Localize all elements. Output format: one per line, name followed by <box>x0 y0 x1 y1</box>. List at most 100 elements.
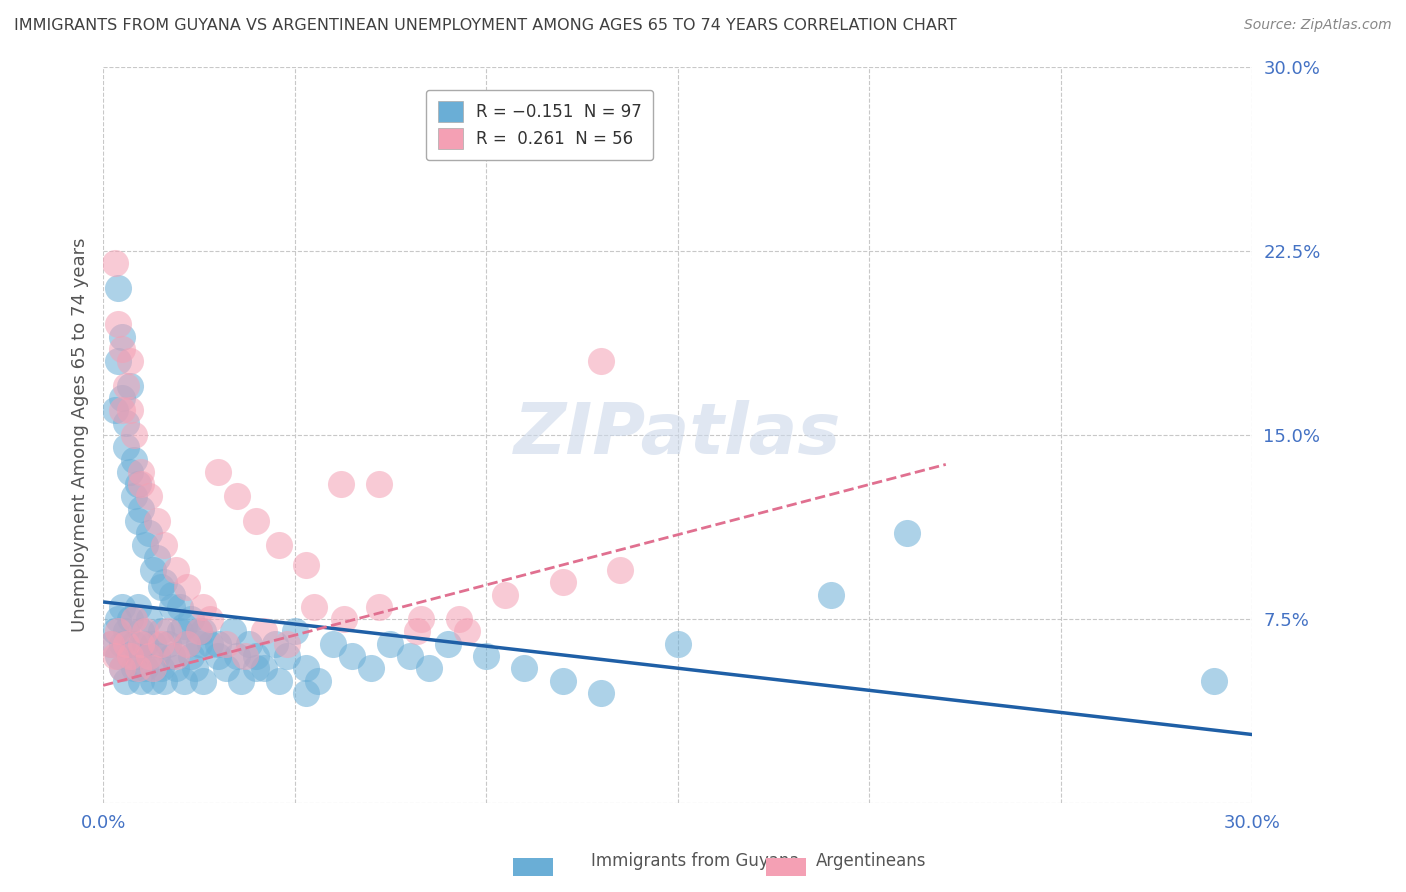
Point <box>111 403 134 417</box>
Point <box>215 637 238 651</box>
Point <box>122 612 145 626</box>
Point <box>245 648 267 663</box>
Point <box>145 550 167 565</box>
Point <box>145 514 167 528</box>
Point <box>449 612 471 626</box>
Point <box>551 575 574 590</box>
Point <box>111 599 134 614</box>
Point <box>276 648 298 663</box>
Point <box>131 465 153 479</box>
Point <box>100 637 122 651</box>
Point <box>122 489 145 503</box>
Point <box>406 624 429 639</box>
Point <box>284 624 307 639</box>
Point <box>138 648 160 663</box>
Point <box>418 661 440 675</box>
Point <box>191 673 214 688</box>
Point <box>307 673 329 688</box>
Point <box>340 648 363 663</box>
Point <box>200 612 222 626</box>
Point <box>127 514 149 528</box>
Point <box>229 673 252 688</box>
Point <box>187 637 209 651</box>
Point <box>253 624 276 639</box>
Point <box>153 575 176 590</box>
Point <box>233 648 256 663</box>
Point <box>107 354 129 368</box>
Point <box>191 599 214 614</box>
Point <box>295 558 318 573</box>
Text: Source: ZipAtlas.com: Source: ZipAtlas.com <box>1244 18 1392 32</box>
Point <box>176 580 198 594</box>
Point <box>169 624 191 639</box>
Point <box>820 588 842 602</box>
Point <box>896 526 918 541</box>
Point <box>111 637 134 651</box>
Point <box>245 514 267 528</box>
Point <box>111 391 134 405</box>
Point <box>380 637 402 651</box>
Point <box>437 637 460 651</box>
Point <box>187 624 209 639</box>
Point <box>238 637 260 651</box>
Point <box>176 637 198 651</box>
Point <box>165 661 187 675</box>
Point <box>118 648 141 663</box>
Point <box>118 648 141 663</box>
Point <box>180 648 202 663</box>
Point <box>115 673 138 688</box>
Point <box>153 538 176 552</box>
Point <box>131 501 153 516</box>
Point <box>173 619 195 633</box>
Point <box>115 416 138 430</box>
Point <box>104 256 127 270</box>
Point <box>591 354 613 368</box>
Point <box>222 624 245 639</box>
Point <box>207 648 229 663</box>
Point <box>226 648 249 663</box>
Point <box>104 648 127 663</box>
Point <box>269 538 291 552</box>
Point <box>122 452 145 467</box>
Point <box>245 661 267 675</box>
Point <box>226 489 249 503</box>
Point <box>138 489 160 503</box>
Point <box>360 661 382 675</box>
Point <box>367 599 389 614</box>
Point <box>333 612 356 626</box>
Point <box>160 588 183 602</box>
Point <box>367 477 389 491</box>
Text: Immigrants from Guyana: Immigrants from Guyana <box>591 852 799 870</box>
Point <box>475 648 498 663</box>
Point <box>264 637 287 651</box>
Point <box>111 661 134 675</box>
Point <box>107 318 129 332</box>
Point <box>322 637 344 651</box>
Point <box>398 648 420 663</box>
Point <box>115 379 138 393</box>
Text: Argentineans: Argentineans <box>815 852 927 870</box>
Point <box>187 624 209 639</box>
Point <box>165 563 187 577</box>
Point <box>207 637 229 651</box>
Point <box>215 661 238 675</box>
Point <box>157 624 180 639</box>
Point <box>153 673 176 688</box>
Point <box>149 661 172 675</box>
Point <box>165 648 187 663</box>
Point <box>160 648 183 663</box>
Point <box>131 637 153 651</box>
Text: ZIPatlas: ZIPatlas <box>515 401 841 469</box>
Point <box>131 624 153 639</box>
Point <box>302 599 325 614</box>
Point <box>142 673 165 688</box>
Point <box>115 440 138 454</box>
Point <box>149 580 172 594</box>
Point <box>142 563 165 577</box>
Point <box>157 637 180 651</box>
Point <box>115 624 138 639</box>
Point <box>122 428 145 442</box>
Point <box>134 538 156 552</box>
Point <box>142 637 165 651</box>
Point <box>118 465 141 479</box>
